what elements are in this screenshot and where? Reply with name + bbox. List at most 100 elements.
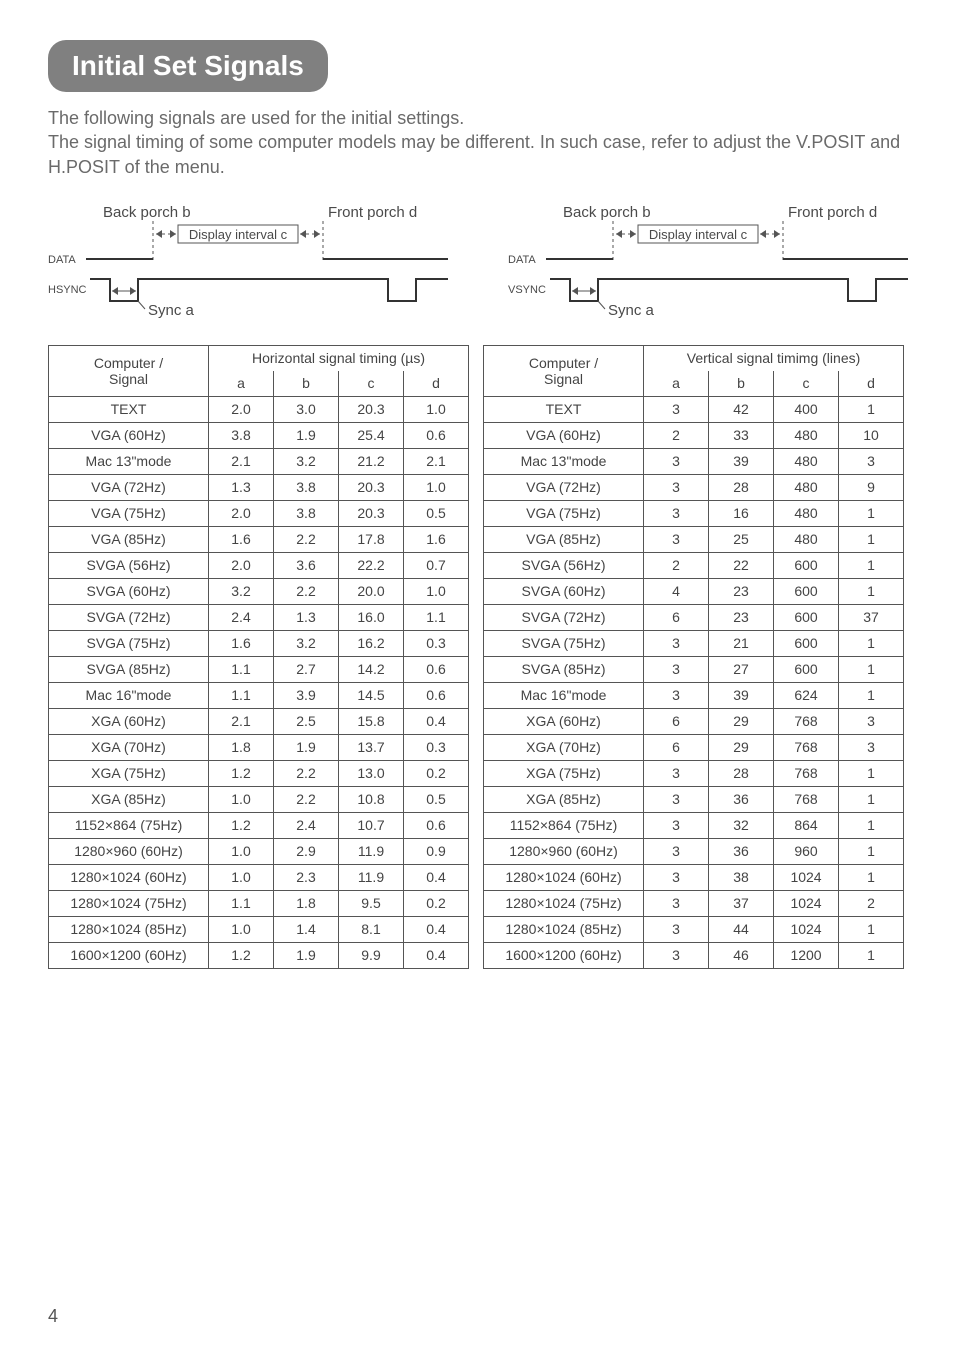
table-cell: 1.9 [274, 422, 339, 448]
table-row: SVGA (75Hz)3216001 [484, 630, 904, 656]
table-row: Mac 13"mode2.13.221.22.1 [49, 448, 469, 474]
table-cell: 9.9 [339, 942, 404, 968]
table-cell: 1 [839, 552, 904, 578]
table-cell: Mac 13"mode [49, 448, 209, 474]
hsync-label: HSYNC [48, 284, 87, 296]
table-cell: 624 [774, 682, 839, 708]
table-row: 1152×864 (75Hz)3328641 [484, 812, 904, 838]
table-cell: 1.0 [404, 578, 469, 604]
table-cell: XGA (60Hz) [484, 708, 644, 734]
table-cell: 1.4 [274, 916, 339, 942]
table-cell: 960 [774, 838, 839, 864]
table-cell: 3 [644, 786, 709, 812]
col-b: b [274, 371, 339, 397]
table-cell: 3 [644, 396, 709, 422]
table-cell: 1.0 [404, 396, 469, 422]
table-row: Mac 16"mode1.13.914.50.6 [49, 682, 469, 708]
table-cell: 0.7 [404, 552, 469, 578]
table-cell: 3 [644, 500, 709, 526]
table-cell: XGA (85Hz) [49, 786, 209, 812]
table-cell: 3 [644, 812, 709, 838]
table-row: SVGA (75Hz)1.63.216.20.3 [49, 630, 469, 656]
table-cell: SVGA (85Hz) [484, 656, 644, 682]
table-cell: 37 [709, 890, 774, 916]
table-cell: 23 [709, 604, 774, 630]
table-row: VGA (75Hz)3164801 [484, 500, 904, 526]
table-cell: SVGA (60Hz) [484, 578, 644, 604]
table-cell: XGA (75Hz) [484, 760, 644, 786]
table-cell: 768 [774, 734, 839, 760]
table-cell: 1.0 [209, 864, 274, 890]
col-d-v: d [839, 371, 904, 397]
table-cell: 4 [644, 578, 709, 604]
table-cell: 0.4 [404, 942, 469, 968]
table-cell: 17.8 [339, 526, 404, 552]
table-cell: 2.2 [274, 786, 339, 812]
table-cell: 1.0 [209, 916, 274, 942]
table-cell: 1.9 [274, 942, 339, 968]
table-cell: 1280×1024 (60Hz) [484, 864, 644, 890]
table-cell: 23 [709, 578, 774, 604]
table-row: VGA (60Hz)3.81.925.40.6 [49, 422, 469, 448]
vert-header-signal: Computer /Signal [484, 345, 644, 396]
table-cell: 3.0 [274, 396, 339, 422]
table-row: VGA (72Hz)1.33.820.31.0 [49, 474, 469, 500]
table-cell: 1600×1200 (60Hz) [49, 942, 209, 968]
table-cell: 3 [644, 942, 709, 968]
table-cell: 1280×1024 (75Hz) [484, 890, 644, 916]
table-cell: 6 [644, 604, 709, 630]
table-row: XGA (70Hz)1.81.913.70.3 [49, 734, 469, 760]
table-row: SVGA (72Hz)2.41.316.01.1 [49, 604, 469, 630]
table-row: 1280×1024 (60Hz)33810241 [484, 864, 904, 890]
table-cell: 480 [774, 422, 839, 448]
table-row: 1280×960 (60Hz)1.02.911.90.9 [49, 838, 469, 864]
intro-line2: The signal timing of some computer model… [48, 132, 900, 176]
table-cell: 3 [644, 630, 709, 656]
table-cell: 1.0 [209, 786, 274, 812]
table-cell: 3 [644, 682, 709, 708]
table-cell: 1 [839, 942, 904, 968]
table-cell: 3 [644, 838, 709, 864]
table-cell: 600 [774, 552, 839, 578]
table-cell: 1.6 [404, 526, 469, 552]
table-cell: 3.2 [274, 448, 339, 474]
table-cell: 14.5 [339, 682, 404, 708]
table-cell: 768 [774, 786, 839, 812]
table-cell: 1280×1024 (60Hz) [49, 864, 209, 890]
table-cell: 768 [774, 760, 839, 786]
timing-diagrams: Back porch b Front porch d Display inter… [48, 203, 906, 323]
table-cell: 10.7 [339, 812, 404, 838]
table-cell: 20.0 [339, 578, 404, 604]
table-cell: XGA (70Hz) [484, 734, 644, 760]
table-cell: 32 [709, 812, 774, 838]
table-row: VGA (85Hz)1.62.217.81.6 [49, 526, 469, 552]
table-cell: 6 [644, 734, 709, 760]
table-cell: 0.2 [404, 760, 469, 786]
page-title: Initial Set Signals [48, 40, 328, 92]
table-cell: 0.6 [404, 422, 469, 448]
table-cell: 480 [774, 474, 839, 500]
table-cell: 1.3 [274, 604, 339, 630]
table-cell: 9.5 [339, 890, 404, 916]
sync-a-label: Sync a [148, 302, 195, 318]
table-cell: 37 [839, 604, 904, 630]
table-cell: 1280×1024 (75Hz) [49, 890, 209, 916]
table-cell: 600 [774, 656, 839, 682]
table-cell: 1.2 [209, 942, 274, 968]
table-cell: SVGA (60Hz) [49, 578, 209, 604]
table-row: TEXT3424001 [484, 396, 904, 422]
data-label: DATA [48, 254, 76, 266]
table-cell: 480 [774, 448, 839, 474]
table-cell: 9 [839, 474, 904, 500]
table-cell: 1152×864 (75Hz) [484, 812, 644, 838]
table-row: VGA (72Hz)3284809 [484, 474, 904, 500]
table-cell: 2.0 [209, 552, 274, 578]
display-interval-label-r: Display interval c [649, 227, 748, 242]
tables-container: Computer /Signal Horizontal signal timin… [48, 345, 906, 969]
back-porch-label-r: Back porch b [563, 204, 651, 221]
table-cell: 3 [644, 474, 709, 500]
display-interval-label: Display interval c [189, 227, 288, 242]
table-cell: 1600×1200 (60Hz) [484, 942, 644, 968]
hsync-diagram: Back porch b Front porch d Display inter… [48, 203, 458, 323]
table-cell: 1 [839, 838, 904, 864]
